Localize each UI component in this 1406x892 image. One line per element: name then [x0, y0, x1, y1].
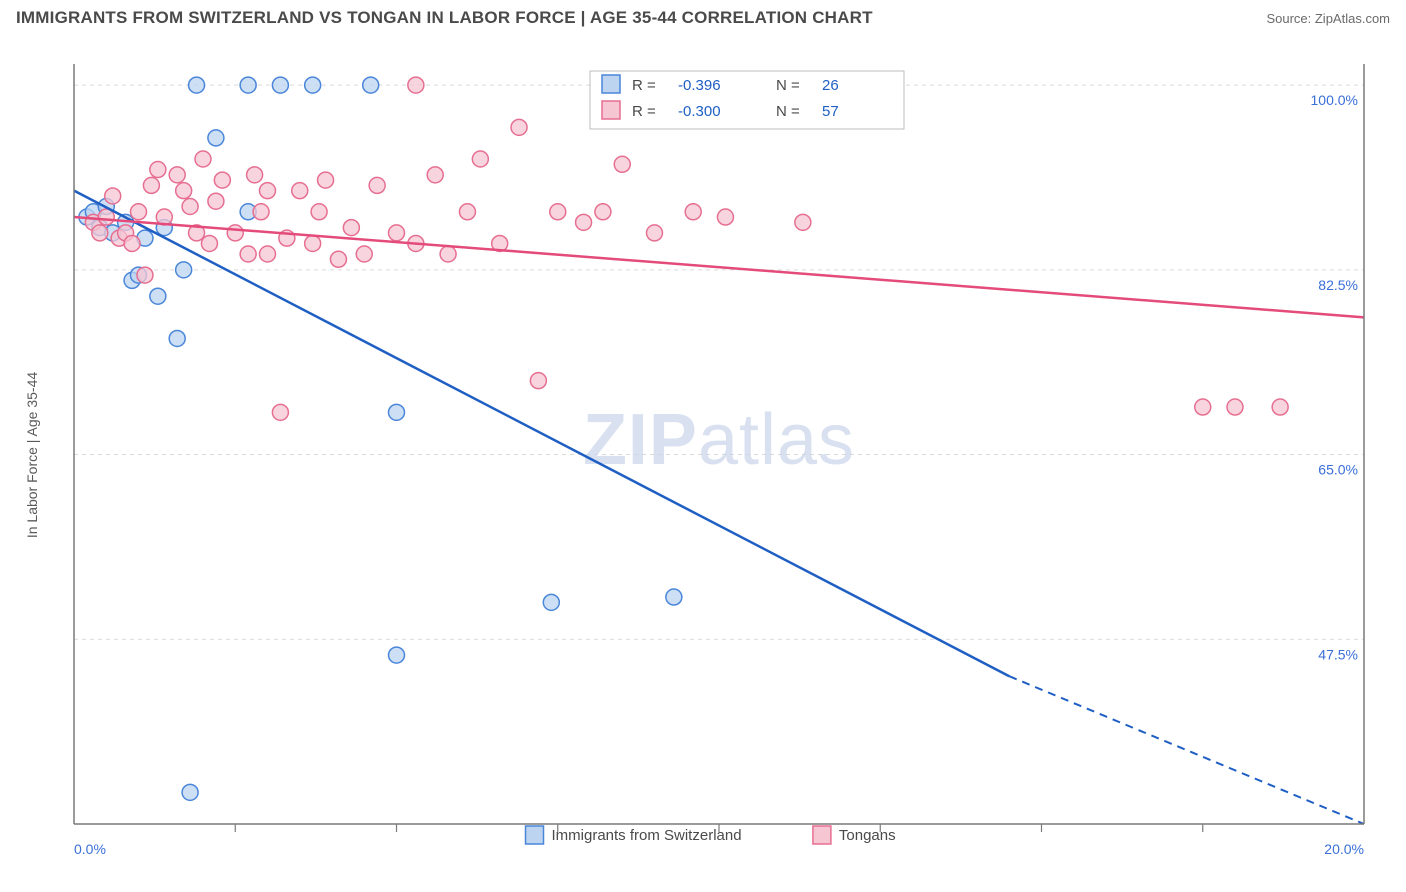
data-point [260, 183, 276, 199]
data-point [169, 167, 185, 183]
data-point [795, 214, 811, 230]
data-point [227, 225, 243, 241]
data-point [530, 373, 546, 389]
data-point [311, 204, 327, 220]
y-tick-label: 65.0% [1318, 462, 1358, 478]
data-point [214, 172, 230, 188]
data-point [356, 246, 372, 262]
data-point [427, 167, 443, 183]
watermark: ZIPatlas [583, 400, 855, 480]
data-point [208, 193, 224, 209]
chart-source: Source: ZipAtlas.com [1266, 11, 1390, 26]
data-point [195, 151, 211, 167]
legend-label: Immigrants from Switzerland [552, 827, 742, 844]
legend-label: Tongans [839, 827, 896, 844]
chart-header: IMMIGRANTS FROM SWITZERLAND VS TONGAN IN… [0, 0, 1406, 32]
data-point [240, 246, 256, 262]
data-point [150, 162, 166, 178]
y-tick-label: 82.5% [1318, 277, 1358, 293]
data-point [247, 167, 263, 183]
data-point [717, 209, 733, 225]
data-point [92, 225, 108, 241]
legend-stat: 26 [822, 77, 839, 94]
data-point [472, 151, 488, 167]
data-point [389, 225, 405, 241]
data-point [614, 156, 630, 172]
data-point [543, 594, 559, 610]
data-point [260, 246, 276, 262]
legend-swatch [813, 826, 831, 844]
data-point [647, 225, 663, 241]
scatter-chart: 47.5% 65.0% 82.5% 100.0% ZIPatlas 0.0% 20.0% R … [50, 40, 1390, 870]
data-point [666, 589, 682, 605]
data-point [343, 220, 359, 236]
data-point [208, 130, 224, 146]
data-point [440, 246, 456, 262]
data-point [305, 77, 321, 93]
trend-line [74, 191, 1009, 677]
data-point [595, 204, 611, 220]
data-point [305, 235, 321, 251]
data-point [330, 251, 346, 267]
data-point [685, 204, 701, 220]
data-point [124, 235, 140, 251]
data-point [272, 77, 288, 93]
data-point [318, 172, 334, 188]
legend-stat: 57 [822, 103, 839, 120]
legend-stat: N = [776, 103, 800, 120]
legend-stat: -0.300 [678, 103, 721, 120]
data-point [389, 404, 405, 420]
legend-stat: R = [632, 103, 656, 120]
chart-container: In Labor Force | Age 35-44 47.5%65.0%82.… [50, 40, 1390, 870]
data-point [369, 177, 385, 193]
legend-stat: R = [632, 77, 656, 94]
data-point [576, 214, 592, 230]
trend-line-extrapolated [1009, 676, 1364, 824]
data-point [511, 119, 527, 135]
x-tick-label: 0.0% [74, 841, 106, 857]
data-point [131, 204, 147, 220]
data-point [201, 235, 217, 251]
data-point [169, 330, 185, 346]
data-point [272, 404, 288, 420]
data-point [176, 262, 192, 278]
data-point [137, 267, 153, 283]
data-point [176, 183, 192, 199]
legend-swatch [526, 826, 544, 844]
y-tick-label: 100.0% [1311, 92, 1358, 108]
data-point [550, 204, 566, 220]
legend-stat: N = [776, 77, 800, 94]
legend-swatch [602, 101, 620, 119]
x-tick-label: 20.0% [1324, 841, 1364, 857]
trend-line [74, 217, 1364, 317]
chart-title: IMMIGRANTS FROM SWITZERLAND VS TONGAN IN… [16, 8, 873, 28]
data-point [182, 784, 198, 800]
data-point [1272, 399, 1288, 415]
data-point [105, 188, 121, 204]
legend-stat: -0.396 [678, 77, 721, 94]
data-point [253, 204, 269, 220]
data-point [1227, 399, 1243, 415]
y-tick-label: 47.5% [1318, 646, 1358, 662]
data-point [408, 77, 424, 93]
data-point [182, 199, 198, 215]
data-point [292, 183, 308, 199]
legend-swatch [602, 75, 620, 93]
data-point [1195, 399, 1211, 415]
data-point [363, 77, 379, 93]
data-point [389, 647, 405, 663]
data-point [143, 177, 159, 193]
y-axis-label: In Labor Force | Age 35-44 [24, 372, 40, 538]
data-point [150, 288, 166, 304]
data-point [189, 77, 205, 93]
data-point [459, 204, 475, 220]
data-point [240, 77, 256, 93]
